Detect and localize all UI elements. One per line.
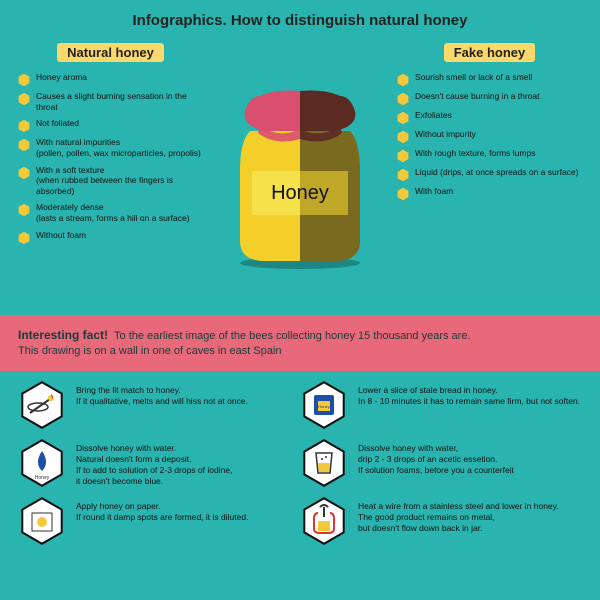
test-text: Bring the lit match to honey. If it qual… <box>76 381 248 407</box>
page-title: Infographics. How to distinguish natural… <box>0 0 600 35</box>
test-item: Dissolve honey with water, drip 2 - 3 dr… <box>300 439 582 487</box>
list-item: Without foam <box>18 230 203 243</box>
drop-icon: Honey <box>18 439 66 487</box>
bullet-hex-icon <box>397 168 409 180</box>
bullet-hex-icon <box>18 231 30 243</box>
list-item: With a soft texture (when rubbed between… <box>18 165 203 197</box>
list-item: Doesn't cause burning in a throat <box>397 91 582 104</box>
bullet-hex-icon <box>397 187 409 199</box>
list-item-text: Sourish smell or lack of a smell <box>415 72 532 83</box>
list-item-text: With foam <box>415 186 453 197</box>
test-item: Apply honey on paper. If round it damp s… <box>18 497 300 545</box>
test-item: Bring the lit match to honey. If it qual… <box>18 381 300 429</box>
svg-text:Honey: Honey <box>318 404 330 409</box>
natural-title: Natural honey <box>57 43 164 62</box>
test-text: Apply honey on paper. If round it damp s… <box>76 497 248 523</box>
list-item: With rough texture, forms lumps <box>397 148 582 161</box>
fact-lead: Interesting fact! <box>18 328 108 342</box>
bullet-hex-icon <box>18 119 30 131</box>
list-item-text: Honey aroma <box>36 72 87 83</box>
list-item: Liquid (drips, at once spreads on a surf… <box>397 167 582 180</box>
list-item-text: With natural impurities (pollen, pollen,… <box>36 137 201 158</box>
list-item-text: Moderately dense (lasts a stream, forms … <box>36 202 190 223</box>
list-item: With foam <box>397 186 582 199</box>
list-item-text: Not foliated <box>36 118 79 129</box>
test-text: Dissolve honey with water. Natural doesn… <box>76 439 232 487</box>
glass-icon <box>300 439 348 487</box>
list-item-text: Doesn't cause burning in a throat <box>415 91 539 102</box>
bread-icon: Honey <box>300 381 348 429</box>
svg-text:Honey: Honey <box>271 182 329 204</box>
test-item: Heat a wire from a stainless steel and l… <box>300 497 582 545</box>
list-item-text: Exfoliates <box>415 110 452 121</box>
match-icon <box>18 381 66 429</box>
list-item: Without impurity <box>397 129 582 142</box>
fake-column: Fake honey Sourish smell or lack of a sm… <box>397 35 582 315</box>
list-item-text: Without foam <box>36 230 86 241</box>
list-item: Exfoliates <box>397 110 582 123</box>
list-item-text: Causes a slight burning sensation in the… <box>36 91 203 112</box>
tests-section: Bring the lit match to honey. If it qual… <box>0 371 600 565</box>
bullet-hex-icon <box>397 92 409 104</box>
list-item-text: With a soft texture (when rubbed between… <box>36 165 203 197</box>
fact-banner: Interesting fact!To the earliest image o… <box>0 315 600 371</box>
comparison-section: Natural honey Honey aroma Causes a slight… <box>0 35 600 315</box>
list-item: Causes a slight burning sensation in the… <box>18 91 203 112</box>
fake-title: Fake honey <box>444 43 536 62</box>
paper-icon <box>18 497 66 545</box>
bullet-hex-icon <box>397 73 409 85</box>
bullet-hex-icon <box>397 111 409 123</box>
bullet-hex-icon <box>397 130 409 142</box>
list-item: Honey aroma <box>18 72 203 85</box>
bullet-hex-icon <box>397 149 409 161</box>
bullet-hex-icon <box>18 203 30 215</box>
list-item: Moderately dense (lasts a stream, forms … <box>18 202 203 223</box>
test-text: Heat a wire from a stainless steel and l… <box>358 497 559 534</box>
wire-icon <box>300 497 348 545</box>
test-item: Honey Dissolve honey with water. Natural … <box>18 439 300 487</box>
test-item: Honey Lower a slice of stale bread in hon… <box>300 381 582 429</box>
list-item: With natural impurities (pollen, pollen,… <box>18 137 203 158</box>
honey-jar-icon: Honey <box>220 71 380 271</box>
bullet-hex-icon <box>18 73 30 85</box>
list-item-text: With rough texture, forms lumps <box>415 148 535 159</box>
bullet-hex-icon <box>18 138 30 150</box>
bullet-hex-icon <box>18 92 30 104</box>
list-item: Not foliated <box>18 118 203 131</box>
list-item: Sourish smell or lack of a smell <box>397 72 582 85</box>
bullet-hex-icon <box>18 166 30 178</box>
natural-column: Natural honey Honey aroma Causes a slight… <box>18 35 203 315</box>
test-text: Dissolve honey with water, drip 2 - 3 dr… <box>358 439 514 476</box>
svg-text:Honey: Honey <box>35 475 50 481</box>
list-item-text: Liquid (drips, at once spreads on a surf… <box>415 167 578 178</box>
list-item-text: Without impurity <box>415 129 476 140</box>
test-text: Lower a slice of stale bread in honey. I… <box>358 381 580 407</box>
